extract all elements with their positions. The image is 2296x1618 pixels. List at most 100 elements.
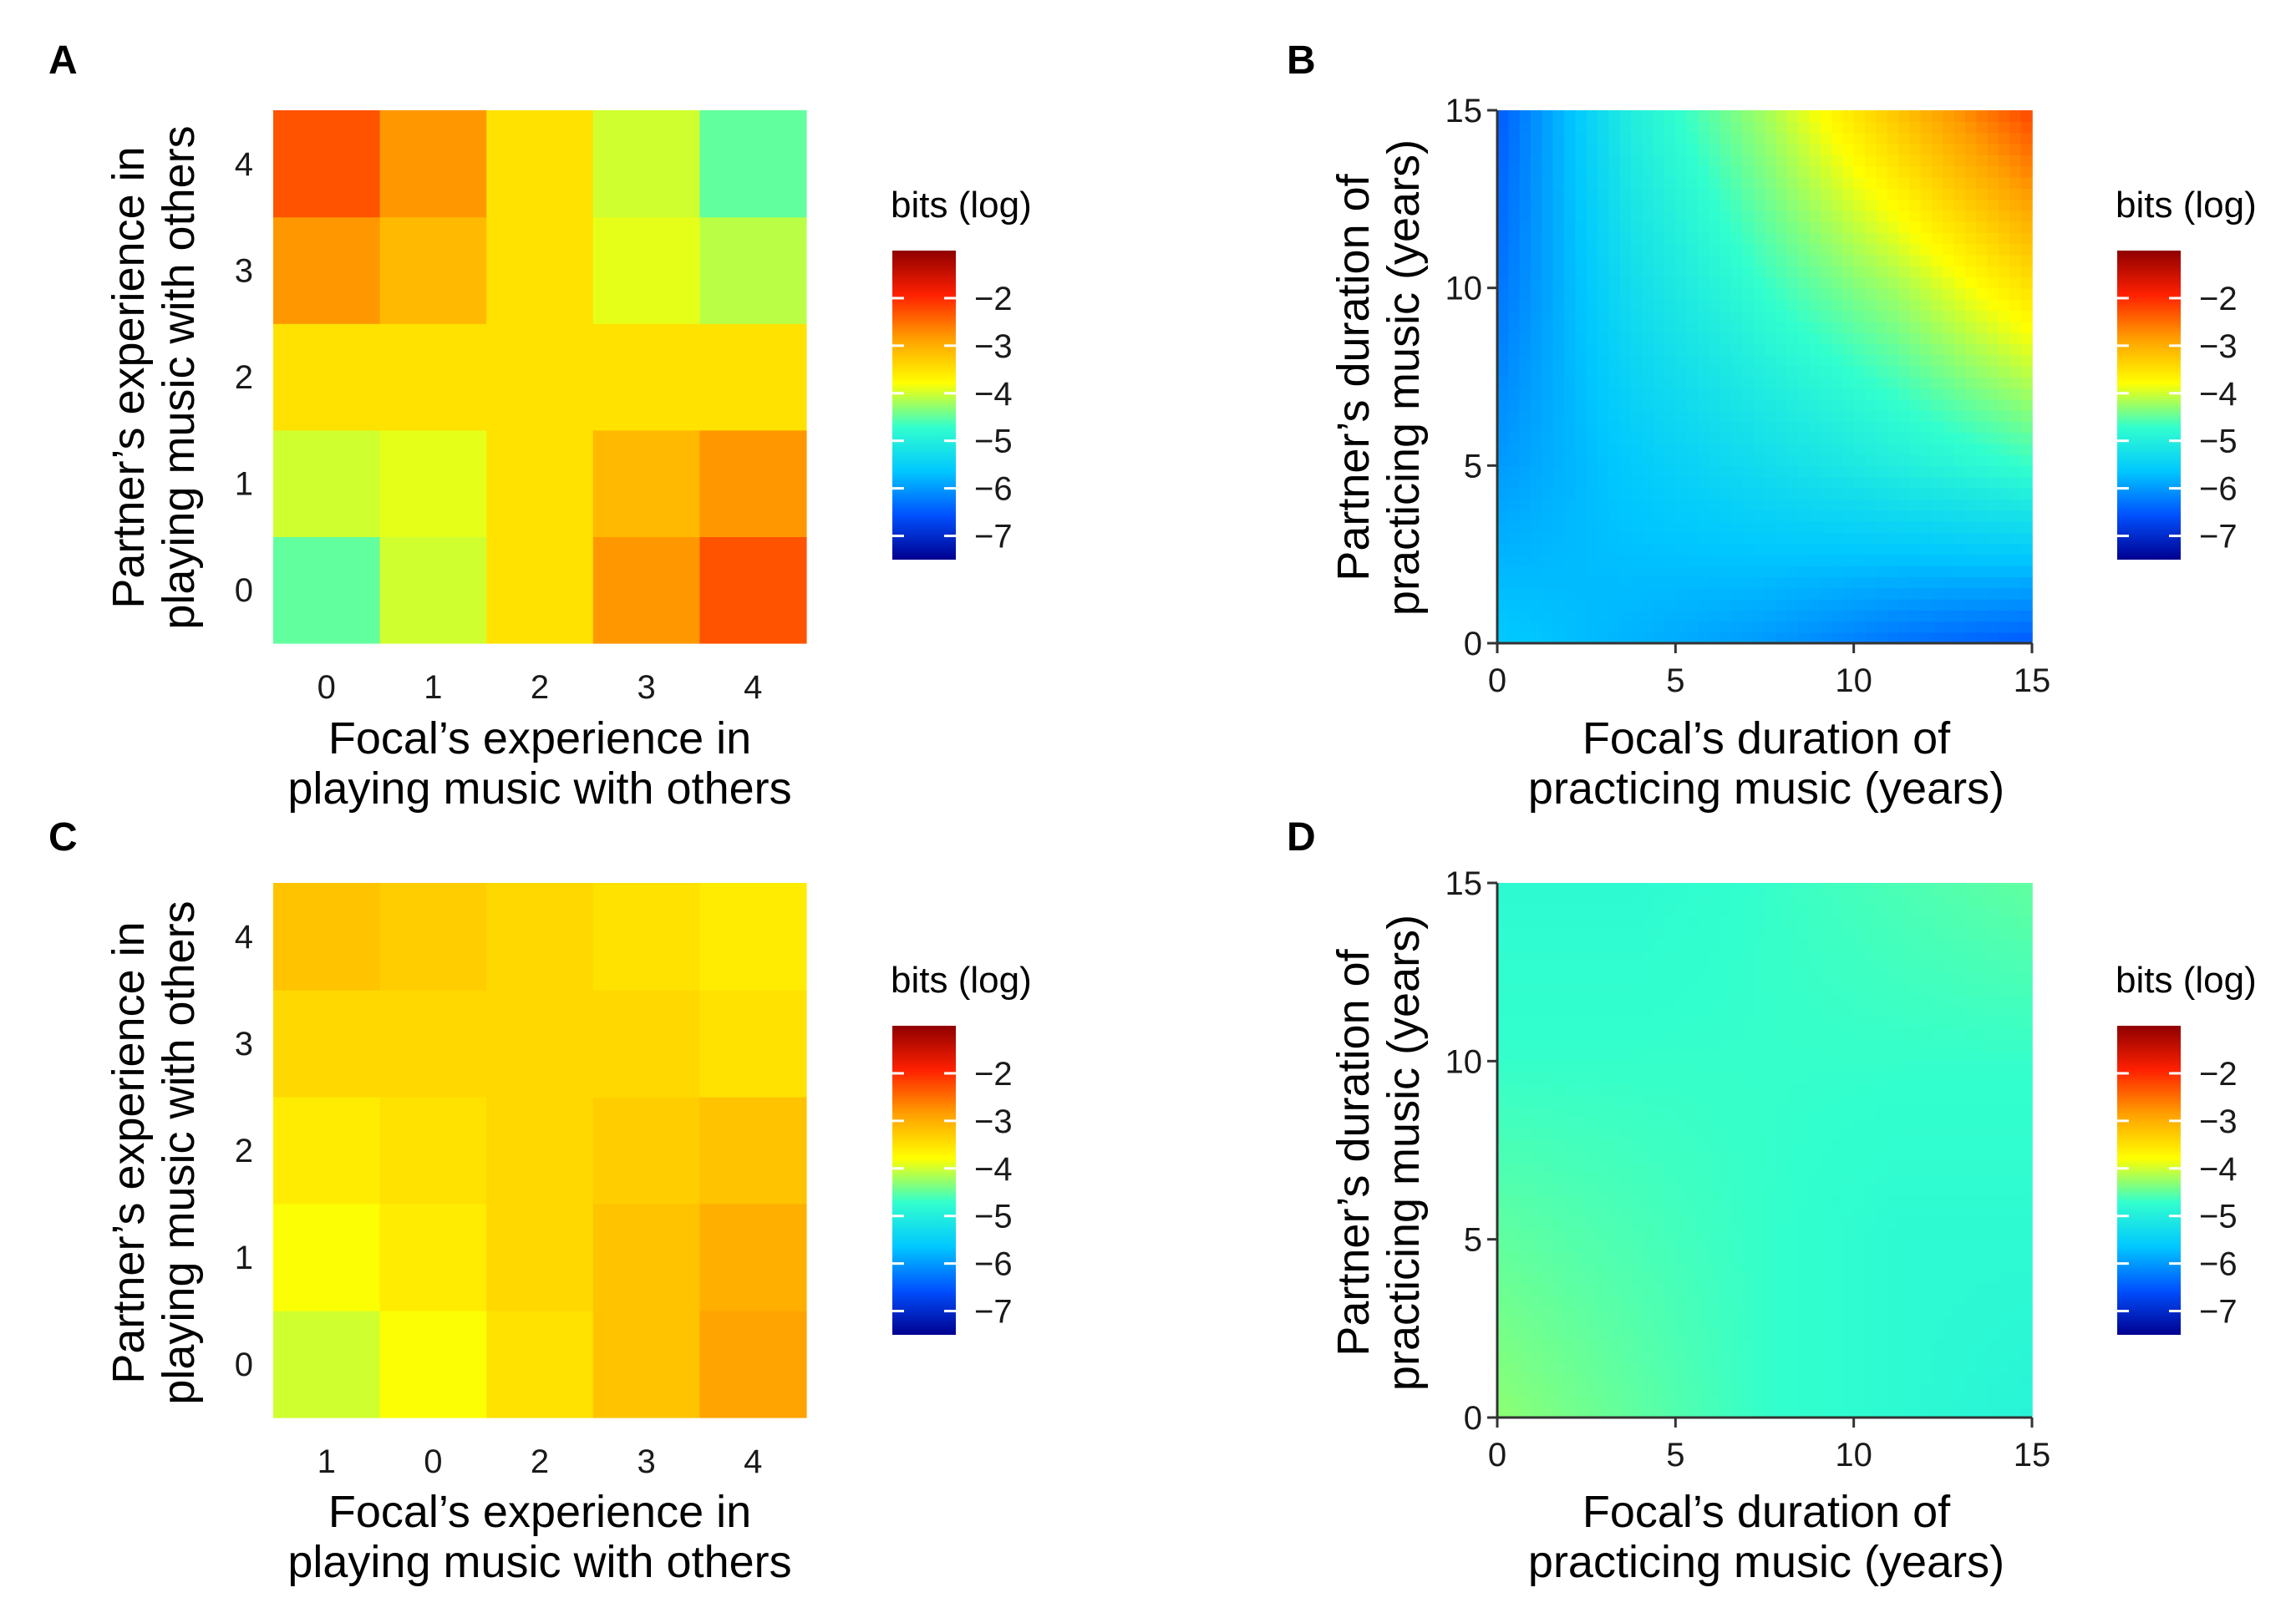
panel-d-surface-cell — [1753, 983, 1765, 996]
panel-b-surface-cell — [1865, 377, 1877, 389]
panel-d-surface-cell — [1542, 1250, 1554, 1263]
panel-d-surface-cell — [1642, 1083, 1654, 1096]
panel-d-surface-cell — [1675, 894, 1688, 906]
panel-d-surface-cell — [1887, 994, 1899, 1007]
panel-d-surface-cell — [1598, 1239, 1610, 1251]
panel-d-surface-cell — [1519, 916, 1532, 929]
panel-b-surface-cell — [1531, 343, 1543, 356]
panel-b-surface-cell — [1842, 310, 1855, 322]
panel-b-surface-cell — [1586, 165, 1598, 178]
panel-b-surface-cell — [1552, 454, 1565, 467]
panel-b-surface-cell — [1742, 398, 1755, 411]
panel-d-surface-cell — [1775, 1128, 1788, 1140]
panel-b-surface-cell — [1731, 499, 1744, 511]
panel-b-surface-cell — [1742, 143, 1755, 155]
panel-b-surface-cell — [1731, 510, 1744, 522]
panel-d-surface-cell — [1719, 1284, 1732, 1296]
panel-d-surface-cell — [1987, 1362, 1999, 1374]
panel-d-surface-cell — [1920, 994, 1933, 1007]
panel-d-surface-cell — [1976, 1272, 1989, 1285]
panel-b-surface-cell — [1798, 343, 1811, 356]
panel-b-surface-cell — [1876, 576, 1888, 589]
panel-d-surface-cell — [1987, 961, 1999, 973]
panel-b-surface-cell — [1887, 510, 1899, 522]
panel-d-surface-cell — [1853, 961, 1866, 973]
panel-d-surface-cell — [1798, 1217, 1811, 1230]
panel-b-surface-cell — [1497, 332, 1510, 344]
panel-d-surface-cell — [1775, 950, 1788, 962]
panel-b-surface-cell — [1999, 510, 2011, 522]
panel-b-surface-cell — [1765, 210, 1777, 222]
panel-d-surface-cell — [1753, 1072, 1765, 1084]
panel-d-surface-cell — [1876, 1172, 1888, 1184]
panel-b-surface-cell — [1775, 199, 1788, 211]
panel-b-surface-cell — [1497, 310, 1510, 322]
panel-d-surface-cell — [1664, 1172, 1677, 1184]
panel-d-surface-cell — [1675, 1284, 1688, 1296]
panel-b-surface-cell — [1653, 554, 1665, 566]
panel-d-surface-cell — [1564, 1027, 1577, 1040]
panel-b-surface-cell — [1564, 631, 1577, 644]
panel-b-surface-cell — [1887, 332, 1899, 344]
panel-d-surface-cell — [1809, 1239, 1821, 1251]
panel-b-surface-cell — [1775, 155, 1788, 167]
panel-d-surface-cell — [1831, 1061, 1844, 1073]
panel-d-surface-cell — [1608, 1072, 1621, 1084]
panel-d-surface-cell — [1675, 1362, 1688, 1374]
panel-d-surface-cell — [2009, 905, 2022, 917]
panel-d-surface-cell — [1753, 1061, 1765, 1073]
panel-d-surface-cell — [1999, 1384, 2011, 1397]
panel-b-surface-cell — [1508, 565, 1521, 578]
panel-b-surface-cell — [1798, 121, 1811, 134]
panel-d-surface-cell — [1876, 1317, 1888, 1330]
panel-b-surface-cell — [1698, 321, 1710, 333]
panel-d-surface-cell — [1831, 1228, 1844, 1240]
panel-d-surface-cell — [1653, 1239, 1665, 1251]
panel-b-surface-cell — [1575, 454, 1587, 467]
panel-d-surface-cell — [1598, 1094, 1610, 1107]
panel-b-surface-cell — [1765, 576, 1777, 589]
panel-d-surface-cell — [1987, 1194, 1999, 1207]
panel-b-surface-cell — [1920, 232, 1933, 245]
panel-d-surface-cell — [1675, 1117, 1688, 1129]
panel-b-surface-cell — [1953, 332, 1966, 344]
panel-d-surface-cell — [1531, 1339, 1543, 1352]
panel-d-surface-cell — [1719, 938, 1732, 951]
panel-d-surface-cell — [1876, 1061, 1888, 1073]
panel-d-surface-cell — [1698, 1250, 1710, 1263]
panel-b-surface-cell — [1719, 465, 1732, 478]
panel-b-surface-cell — [1786, 432, 1799, 444]
panel-b-surface-cell — [1642, 121, 1654, 134]
panel-b-surface-cell — [1876, 276, 1888, 289]
panel-b-surface-cell — [1920, 155, 1933, 167]
panel-b-surface-cell — [1564, 443, 1577, 455]
panel-d-surface-cell — [1987, 1250, 1999, 1263]
panel-b-surface-cell — [1731, 565, 1744, 578]
panel-b-surface-cell — [1709, 155, 1721, 167]
panel-d-surface-cell — [1753, 1128, 1765, 1140]
panel-d-surface-cell — [1542, 1205, 1554, 1218]
panel-d-surface-cell — [1675, 971, 1688, 984]
panel-b-surface-cell — [1999, 532, 2011, 545]
panel-b-surface-cell — [1742, 121, 1755, 134]
panel-b-surface-cell — [1920, 321, 1933, 333]
panel-d-surface-cell — [1920, 1150, 1933, 1163]
panel-a-cell — [486, 323, 594, 431]
panel-d-surface-cell — [1564, 1328, 1577, 1341]
panel-d-surface-cell — [1965, 1205, 1978, 1218]
panel-d-surface-cell — [1876, 1339, 1888, 1352]
panel-d-surface-cell — [1642, 1027, 1654, 1040]
panel-d-surface-cell — [1619, 1317, 1632, 1330]
panel-d-surface-cell — [1887, 1094, 1899, 1107]
panel-d-surface-cell — [1642, 905, 1654, 917]
panel-b-surface-cell — [1865, 510, 1877, 522]
panel-d-surface-cell — [2009, 1228, 2022, 1240]
panel-b-surface-cell — [1831, 598, 1844, 611]
panel-b-surface-cell — [1642, 332, 1654, 344]
panel-a-cell — [273, 216, 381, 324]
panel-d-surface-cell — [1552, 1205, 1565, 1218]
panel-d-surface-cell — [1519, 950, 1532, 962]
panel-b-surface-cell — [1987, 465, 1999, 478]
panel-b-surface-cell — [1775, 499, 1788, 511]
